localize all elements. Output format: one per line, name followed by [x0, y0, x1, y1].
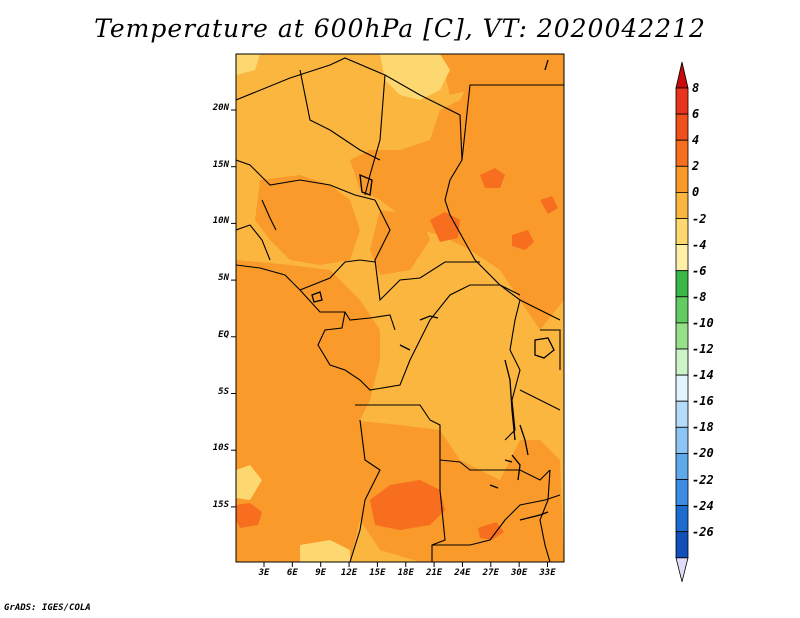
colorbar-label: 8 — [692, 81, 700, 95]
latitude-label: 5N — [218, 273, 229, 284]
latitude-label: 10N — [212, 216, 229, 227]
colorbar-label: 6 — [692, 107, 700, 122]
colorbar-segment — [675, 113, 689, 141]
longitude-label: 33E — [539, 568, 556, 578]
colorbar-top-arrow — [675, 61, 689, 89]
colorbar-label: -6 — [692, 263, 707, 278]
colorbar-label: -4 — [692, 237, 707, 252]
colorbar-segment — [675, 270, 689, 298]
temperature-field — [236, 54, 564, 562]
latitude-label: EQ — [218, 329, 229, 340]
colorbar-label: -14 — [692, 368, 714, 383]
colorbar-segment — [675, 322, 689, 350]
latitude-label: 5S — [218, 386, 229, 397]
longitude-label: 21E — [425, 568, 443, 578]
longitude-ticks — [263, 562, 548, 567]
colorbar-segment — [675, 400, 689, 428]
field-hot-regions — [236, 168, 558, 540]
longitude-label: 12E — [340, 568, 358, 578]
map-frame — [235, 53, 565, 563]
colorbar-label: -12 — [692, 342, 714, 356]
colorbar-segment — [675, 426, 689, 454]
longitude-label: 30E — [511, 568, 528, 578]
colorbar-segment — [675, 165, 689, 193]
colorbar-label: 2 — [692, 159, 700, 174]
colorbar-segment — [675, 191, 689, 219]
latitude-label: 10S — [212, 443, 229, 454]
colorbar-segment — [675, 244, 689, 272]
longitude-label: 3E — [258, 568, 270, 578]
longitude-label: 24E — [454, 568, 471, 578]
map-title: Temperature at 600hPa [C], VT: 202004221… — [94, 14, 706, 43]
colorbar-segment — [675, 296, 689, 324]
latitude-label: 15N — [212, 159, 229, 170]
longitude-label: 6E — [286, 568, 298, 578]
colorbar-label: -24 — [692, 498, 714, 513]
colorbar-segment — [675, 479, 689, 507]
colorbar-label: 4 — [692, 133, 700, 148]
colorbar-label: -22 — [692, 472, 714, 487]
colorbar-segment — [675, 374, 689, 402]
colorbar-label: -20 — [692, 446, 714, 461]
colorbar-segment — [675, 348, 689, 376]
latitude-ticks — [231, 109, 236, 508]
lake-outlines — [311, 59, 555, 521]
colorbar-label: -2 — [692, 211, 707, 226]
country-borders — [236, 57, 564, 562]
colorbar-segment — [675, 87, 689, 115]
colorbar-segment — [675, 452, 689, 480]
colorbar — [675, 61, 689, 582]
colorbar-label: -8 — [692, 289, 707, 304]
colorbar-segment — [675, 139, 689, 167]
colorbar-label: -26 — [692, 524, 714, 539]
colorbar-segment — [675, 218, 689, 246]
longitude-label: 27E — [482, 568, 499, 578]
colorbar-label: -18 — [692, 420, 714, 435]
longitude-label: 15E — [369, 568, 386, 578]
field-cool-regions — [236, 54, 450, 562]
longitude-label: 18E — [397, 568, 414, 578]
colorbar-label: 0 — [692, 185, 700, 200]
grads-credit: GrADS: IGES/COLA — [4, 603, 91, 613]
latitude-label: 20N — [212, 103, 229, 113]
colorbar-segment — [675, 531, 689, 559]
latitude-label: 15S — [212, 499, 229, 510]
colorbar-label: -10 — [692, 315, 714, 330]
colorbar-segment — [675, 505, 689, 533]
colorbar-bottom-arrow — [675, 557, 689, 582]
field-warm-regions — [236, 54, 564, 562]
longitude-label: 9E — [315, 568, 327, 578]
colorbar-label: -16 — [692, 394, 714, 409]
